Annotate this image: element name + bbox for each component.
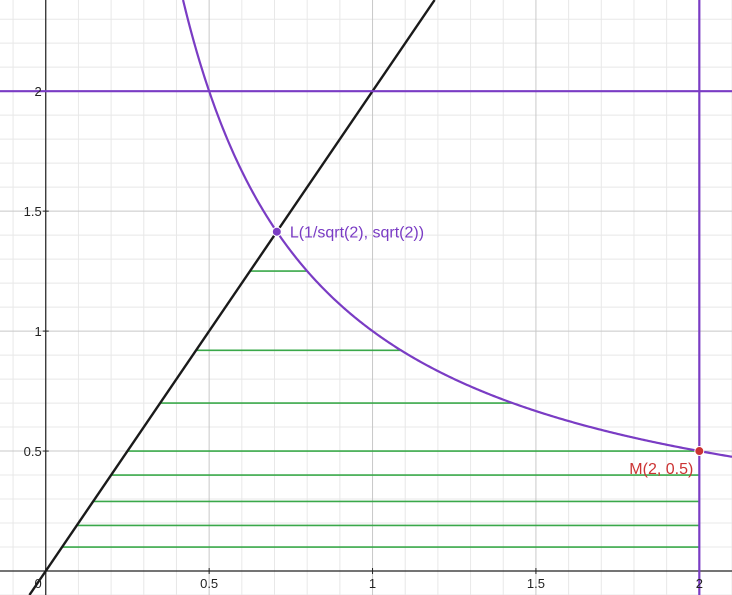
y-tick-label: 2: [35, 84, 42, 99]
y-tick-label: 1.5: [24, 204, 42, 219]
x-tick-label: 0: [35, 576, 42, 591]
y-tick-label: 1: [35, 324, 42, 339]
point-label-M: M(2, 0.5): [629, 461, 693, 478]
tick-labels: 0 0.5 1 1.5 2 0.5 1 1.5 2: [24, 84, 703, 591]
x-tick-label: 0.5: [200, 576, 218, 591]
points: L(1/sqrt(2), sqrt(2)) M(2, 0.5): [271, 225, 705, 478]
point-label-L: L(1/sqrt(2), sqrt(2)): [290, 225, 424, 242]
x-tick-label: 2: [696, 576, 703, 591]
x-tick-label: 1: [369, 576, 376, 591]
point-M: [694, 446, 705, 457]
green-strips: [62, 270, 700, 548]
curve-hyperbola: [181, 0, 732, 458]
y-tick-label: 0.5: [24, 444, 42, 459]
x-tick-label: 1.5: [527, 576, 545, 591]
curve-line: [28, 0, 436, 595]
point-L: [271, 226, 282, 237]
